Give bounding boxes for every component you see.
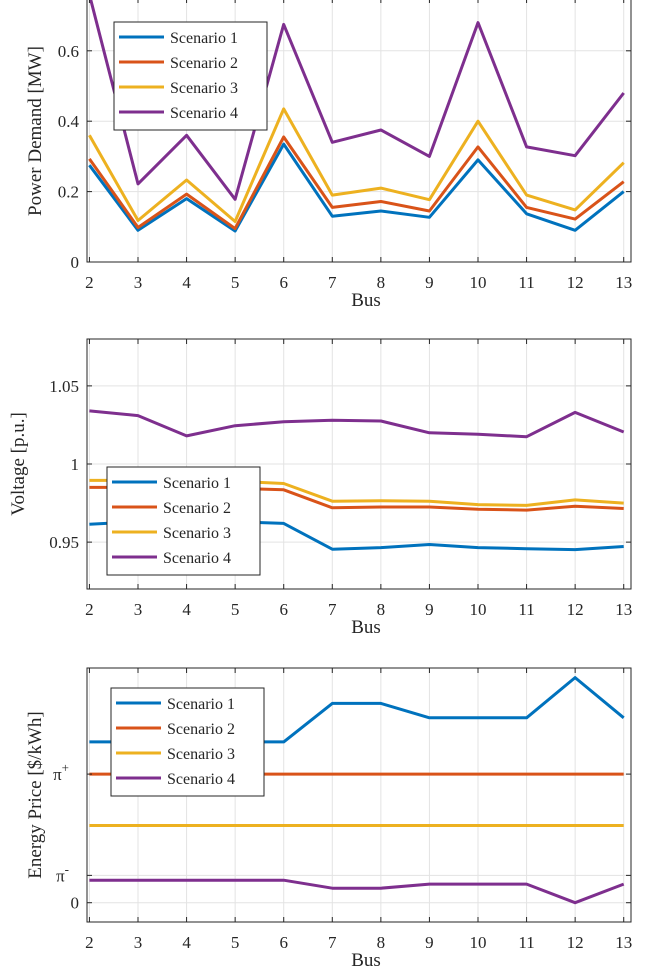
x-tick-label: 6 bbox=[279, 273, 288, 292]
x-tick-label: 11 bbox=[518, 600, 534, 619]
y-tick-label: 0 bbox=[71, 253, 80, 272]
x-tick-label: 12 bbox=[567, 273, 584, 292]
y-tick-label: π+ bbox=[53, 760, 69, 784]
x-tick-label: 9 bbox=[425, 273, 434, 292]
legend-label-scenario-4: Scenario 4 bbox=[163, 550, 231, 567]
series-line-scenario-1 bbox=[88, 142, 625, 233]
chart-panel-2: 2 3 4 5 6 7 8 9 10 11 12 13 0.95 1 1.05 Bus Voltage [p.u… bbox=[8, 338, 632, 638]
x-tick-label: 5 bbox=[231, 600, 240, 619]
x-tick-label: 4 bbox=[182, 600, 191, 619]
series-line-scenario-4 bbox=[89, 409, 625, 439]
x-tick-label: 12 bbox=[567, 600, 584, 619]
legend-label-scenario-1: Scenario 1 bbox=[167, 696, 235, 713]
legend: Scenario 1 Scenario 2 Scenario 3 Scenario 4 bbox=[110, 687, 265, 797]
x-tick-label: 10 bbox=[470, 933, 487, 952]
x-tick-label: 3 bbox=[134, 600, 143, 619]
y-tick-label: 0.4 bbox=[58, 112, 80, 131]
axes-box bbox=[86, 0, 632, 263]
x-tick-label: 3 bbox=[134, 933, 143, 952]
x-tick-label: 13 bbox=[615, 933, 632, 952]
x-tick-label: 9 bbox=[425, 933, 434, 952]
chart-panel-3: 2 3 4 5 6 7 8 9 10 11 12 13 0π-π+ Bus Energy Price [$/… bbox=[25, 667, 632, 971]
x-tick-label: 6 bbox=[279, 600, 288, 619]
legend-label-scenario-4: Scenario 4 bbox=[170, 105, 238, 122]
x-tick-label: 4 bbox=[182, 273, 191, 292]
x-tick-label: 13 bbox=[615, 273, 632, 292]
series-line-scenario-2 bbox=[88, 135, 625, 231]
legend: Scenario 1 Scenario 2 Scenario 3 Scenario 4 bbox=[106, 466, 261, 576]
chart-panel-1: 2 3 4 5 6 7 8 9 10 11 12 13 0 0.2 0.4 0.6 Bus Power Deman… bbox=[25, 0, 632, 311]
axes-box bbox=[86, 667, 632, 923]
legend-label-scenario-1: Scenario 1 bbox=[163, 475, 231, 492]
legend-label-scenario-1: Scenario 1 bbox=[170, 30, 238, 47]
y-axis-label: Voltage [p.u.] bbox=[8, 412, 29, 516]
y-axis-label: Power Demand [MW] bbox=[25, 46, 46, 216]
y-tick-label: 0.6 bbox=[58, 42, 79, 61]
x-tick-label: 13 bbox=[615, 600, 632, 619]
x-tick-label: 8 bbox=[377, 273, 386, 292]
x-tick-label: 11 bbox=[518, 273, 534, 292]
legend-label-scenario-2: Scenario 2 bbox=[163, 500, 231, 517]
x-tick-label: 7 bbox=[328, 273, 337, 292]
legend-label-scenario-3: Scenario 3 bbox=[167, 746, 235, 763]
legend-label-scenario-4: Scenario 4 bbox=[167, 771, 235, 788]
x-tick-label: 7 bbox=[328, 600, 337, 619]
legend: Scenario 1 Scenario 2 Scenario 3 Scenario 4 bbox=[113, 21, 268, 131]
y-axis-label: Energy Price [$/kWh] bbox=[25, 711, 46, 878]
series-line-scenario-4 bbox=[89, 878, 625, 905]
x-tick-label: 10 bbox=[470, 273, 487, 292]
y-tick-label: π- bbox=[56, 861, 69, 885]
legend-label-scenario-3: Scenario 3 bbox=[163, 525, 231, 542]
x-tick-label: 2 bbox=[85, 273, 94, 292]
y-tick-label: 0.95 bbox=[49, 533, 79, 552]
y-tick-label: 0 bbox=[71, 894, 80, 913]
x-tick-label: 8 bbox=[377, 600, 386, 619]
legend-label-scenario-2: Scenario 2 bbox=[170, 55, 238, 72]
x-axis-label: Bus bbox=[351, 617, 381, 638]
legend-label-scenario-2: Scenario 2 bbox=[167, 721, 235, 738]
x-tick-label: 9 bbox=[425, 600, 434, 619]
x-tick-label: 7 bbox=[328, 933, 337, 952]
series-line-scenario-4 bbox=[89, 0, 625, 201]
x-axis-label: Bus bbox=[351, 290, 381, 311]
x-tick-label: 3 bbox=[134, 273, 143, 292]
x-tick-label: 8 bbox=[377, 933, 386, 952]
y-tick-label: 1 bbox=[71, 455, 80, 474]
x-tick-label: 5 bbox=[231, 933, 240, 952]
x-tick-label: 6 bbox=[279, 933, 288, 952]
y-tick-label: 0.2 bbox=[58, 183, 79, 202]
series-line-scenario-3 bbox=[88, 107, 625, 223]
y-tick-label: 1.05 bbox=[49, 377, 79, 396]
x-tick-label: 2 bbox=[85, 933, 94, 952]
x-axis-label: Bus bbox=[351, 950, 381, 971]
x-tick-label: 12 bbox=[567, 933, 584, 952]
legend-label-scenario-3: Scenario 3 bbox=[170, 80, 238, 97]
x-tick-label: 5 bbox=[231, 273, 240, 292]
x-tick-label: 2 bbox=[85, 600, 94, 619]
x-tick-label: 4 bbox=[182, 933, 191, 952]
x-tick-label: 11 bbox=[518, 933, 534, 952]
x-tick-label: 10 bbox=[470, 600, 487, 619]
